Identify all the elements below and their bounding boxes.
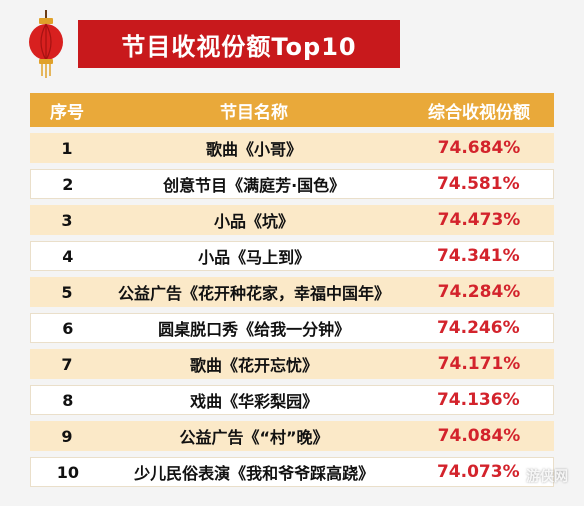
table-row: 6 圆桌脱口秀《给我一分钟》 74.246% <box>30 313 554 343</box>
share-cell: 74.473% <box>437 210 521 230</box>
table-row: 1 歌曲《小哥》 74.684% <box>30 133 554 163</box>
ratings-table: 序号 节目名称 综合收视份额 1 歌曲《小哥》 74.684% 2 创意节目《满庭芳·国… <box>30 93 554 493</box>
table-row: 8 戏曲《华彩梨园》 74.136% <box>30 385 554 415</box>
share-cell: 74.341% <box>436 246 520 266</box>
header-name: 节目名称 <box>220 102 288 123</box>
rank-cell: 10 <box>56 462 79 482</box>
name-cell: 公益广告《“村”晚》 <box>179 428 329 447</box>
rank-cell: 7 <box>61 354 73 374</box>
rank-cell: 1 <box>61 138 73 158</box>
share-cell: 74.136% <box>436 390 520 410</box>
table-header: 序号 节目名称 综合收视份额 <box>30 93 554 127</box>
table-row: 10 少儿民俗表演《我和爷爷踩高跷》 74.073% <box>30 457 554 487</box>
name-cell: 创意节目《满庭芳·国色》 <box>163 176 346 195</box>
share-cell: 74.171% <box>437 354 521 374</box>
rank-cell: 8 <box>62 390 74 410</box>
header-rank: 序号 <box>50 102 84 123</box>
share-cell: 74.246% <box>436 318 520 338</box>
rank-cell: 3 <box>61 210 73 230</box>
table-row: 9 公益广告《“村”晚》 74.084% <box>30 421 554 451</box>
watermark: 游侠网 <box>526 469 568 485</box>
rank-cell: 6 <box>62 318 74 338</box>
table-row: 5 公益广告《花开种花家，幸福中国年》 74.284% <box>30 277 554 307</box>
share-cell: 74.684% <box>437 138 521 158</box>
table-row: 4 小品《马上到》 74.341% <box>30 241 554 271</box>
rank-cell: 2 <box>62 174 74 194</box>
share-cell: 74.581% <box>436 174 520 194</box>
name-cell: 圆桌脱口秀《给我一分钟》 <box>158 320 351 339</box>
name-cell: 少儿民俗表演《我和爷爷踩高跷》 <box>134 464 375 483</box>
share-cell: 74.284% <box>437 282 521 302</box>
share-cell: 74.073% <box>436 462 520 482</box>
page-title: 节目收视份额Top10 <box>78 20 400 68</box>
name-cell: 歌曲《小哥》 <box>205 140 302 159</box>
name-cell: 戏曲《华彩梨园》 <box>190 392 319 411</box>
table-row: 3 小品《坑》 74.473% <box>30 205 554 235</box>
table-row: 7 歌曲《花开忘忧》 74.171% <box>30 349 554 379</box>
name-cell: 公益广告《花开种花家，幸福中国年》 <box>117 284 390 303</box>
share-cell: 74.084% <box>437 426 521 446</box>
header-share: 综合收视份额 <box>428 102 530 123</box>
table-row: 2 创意节目《满庭芳·国色》 74.581% <box>30 169 554 199</box>
name-cell: 小品《马上到》 <box>198 248 311 267</box>
lantern-icon <box>29 10 63 78</box>
rank-cell: 9 <box>61 426 73 446</box>
name-cell: 小品《坑》 <box>213 212 294 231</box>
rank-cell: 5 <box>61 282 73 302</box>
name-cell: 歌曲《花开忘忧》 <box>189 356 318 375</box>
rank-cell: 4 <box>62 246 74 266</box>
